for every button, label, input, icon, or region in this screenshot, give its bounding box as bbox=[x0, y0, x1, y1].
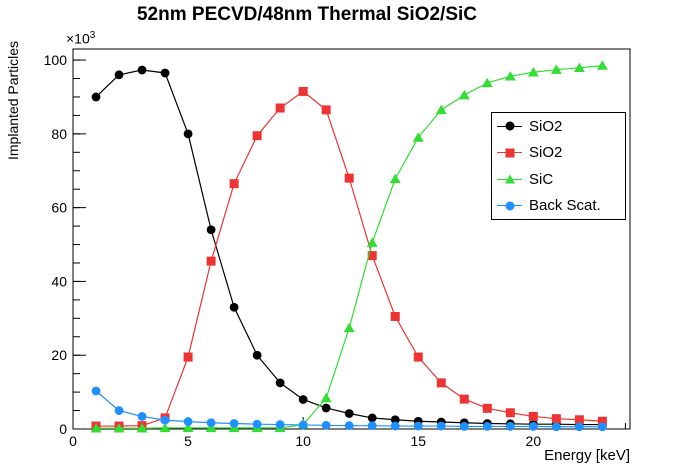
x-tick-label: 5 bbox=[184, 433, 192, 449]
square-marker-icon bbox=[505, 148, 514, 158]
y-tick-label: 0 bbox=[59, 421, 67, 437]
y-tick-label: 40 bbox=[51, 273, 67, 289]
series-1-sio2 bbox=[91, 86, 607, 431]
triangle-marker-icon bbox=[504, 174, 515, 184]
y-multiplier-base: ×10 bbox=[66, 30, 90, 47]
x-tick-label: 15 bbox=[410, 433, 426, 449]
circle-marker-icon bbox=[505, 121, 514, 131]
x-tick-label: 0 bbox=[69, 433, 77, 449]
plot-frame bbox=[72, 48, 631, 430]
legend-label: SiO2 bbox=[529, 144, 563, 162]
y-tick-label: 60 bbox=[51, 200, 67, 216]
y-tick-label: 80 bbox=[51, 126, 67, 142]
x-axis-title: Energy [keV] bbox=[544, 447, 630, 464]
legend-box: SiO2 SiO2 SiC Back Scat. bbox=[491, 112, 626, 220]
legend-swatch bbox=[497, 199, 522, 212]
y-tick-label: 20 bbox=[51, 347, 67, 363]
legend-entry-sic: SiC bbox=[492, 167, 625, 192]
legend-swatch bbox=[497, 120, 522, 133]
y-tick-label: 100 bbox=[44, 52, 68, 68]
circle-marker-icon bbox=[505, 201, 514, 211]
legend-entry-sio2-pecvd: SiO2 bbox=[492, 114, 625, 139]
legend-swatch bbox=[497, 146, 522, 159]
x-tick-label: 20 bbox=[526, 433, 542, 449]
legend-label: Back Scat. bbox=[529, 197, 601, 215]
y-axis-title: Implanted Particles bbox=[5, 40, 21, 160]
chart-title: 52nm PECVD/48nm Thermal SiO2/SiC bbox=[136, 4, 477, 25]
legend-entry-back-scat: Back Scat. bbox=[492, 193, 625, 218]
y-axis-ticks: 0 20 40 60 80 100 bbox=[44, 52, 86, 437]
legend-label: SiC bbox=[529, 170, 554, 188]
x-tick-label: 10 bbox=[295, 433, 311, 449]
y-axis-multiplier: ×103 bbox=[66, 30, 95, 47]
y-multiplier-exponent: 3 bbox=[89, 30, 96, 41]
legend-swatch bbox=[497, 173, 522, 186]
legend-label: SiO2 bbox=[529, 117, 563, 135]
series-3-back-scat- bbox=[91, 386, 607, 432]
legend-entry-sio2-thermal: SiO2 bbox=[492, 140, 625, 165]
